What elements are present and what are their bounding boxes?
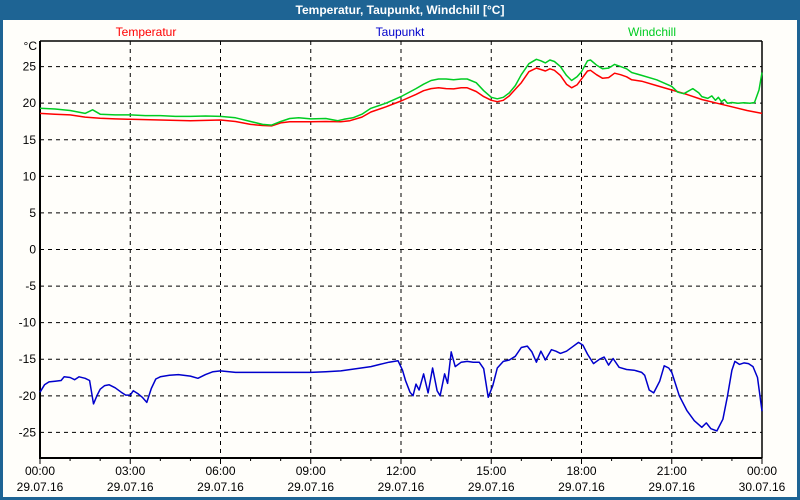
y-tick-label: 25 — [23, 60, 37, 74]
y-tick-label: 0 — [29, 243, 36, 257]
y-tick-label: 15 — [23, 133, 37, 147]
x-tick-date-label: 29.07.16 — [17, 480, 64, 494]
temperatur-line — [39, 67, 763, 127]
x-tick-date-label: 29.07.16 — [287, 480, 334, 494]
y-tick-label: -20 — [19, 389, 37, 403]
x-tick-time-label: 09:00 — [296, 464, 326, 478]
x-tick-time-label: 03:00 — [115, 464, 145, 478]
x-tick-time-label: 12:00 — [386, 464, 416, 478]
y-axis-labels: °C 25 20 15 10 5 0 -5 -10 -15 -20 -25 — [19, 39, 38, 439]
legend-taupunkt: Taupunkt — [375, 25, 425, 39]
legend-temperatur: Temperatur — [115, 25, 177, 39]
y-axis-unit-label: °C — [24, 39, 38, 53]
x-tick-date-label: 30.07.16 — [739, 480, 786, 494]
x-axis-labels: 00:00 29.07.16 03:00 29.07.16 06:00 29.07.16 0… — [17, 464, 786, 494]
x-tick-date-label: 29.07.16 — [197, 480, 244, 494]
y-tick-label: 20 — [23, 96, 37, 110]
plot-border — [39, 40, 763, 459]
y-tick-label: 10 — [23, 169, 37, 183]
x-tick-date-label: 29.07.16 — [468, 480, 515, 494]
y-tick-label: -5 — [25, 279, 36, 293]
windchill-line — [39, 58, 763, 126]
x-tick-time-label: 18:00 — [566, 464, 596, 478]
y-tick-label: -15 — [19, 352, 37, 366]
frame-border-right — [797, 0, 800, 500]
window-title: Temperatur, Taupunkt, Windchill [°C] — [295, 3, 505, 17]
x-tick-date-label: 29.07.16 — [558, 480, 605, 494]
frame-border-bottom — [0, 497, 800, 500]
x-tick-date-label: 29.07.16 — [378, 480, 425, 494]
frame-border-left — [0, 0, 3, 500]
x-tick-date-label: 29.07.16 — [107, 480, 154, 494]
x-tick-time-label: 00:00 — [747, 464, 777, 478]
x-tick-time-label: 00:00 — [25, 464, 55, 478]
legend-windchill: Windchill — [627, 25, 677, 39]
x-tick-time-label: 21:00 — [657, 464, 687, 478]
title-bar: Temperatur, Taupunkt, Windchill [°C] — [0, 0, 800, 20]
taupunkt-line — [39, 341, 763, 432]
y-tick-label: 5 — [29, 206, 36, 220]
y-tick-label: -25 — [19, 425, 37, 439]
gridlines — [40, 41, 762, 458]
x-tick-date-label: 29.07.16 — [648, 480, 695, 494]
x-tick-time-label: 15:00 — [476, 464, 506, 478]
y-tick-label: -10 — [19, 316, 37, 330]
x-tick-time-label: 06:00 — [205, 464, 235, 478]
